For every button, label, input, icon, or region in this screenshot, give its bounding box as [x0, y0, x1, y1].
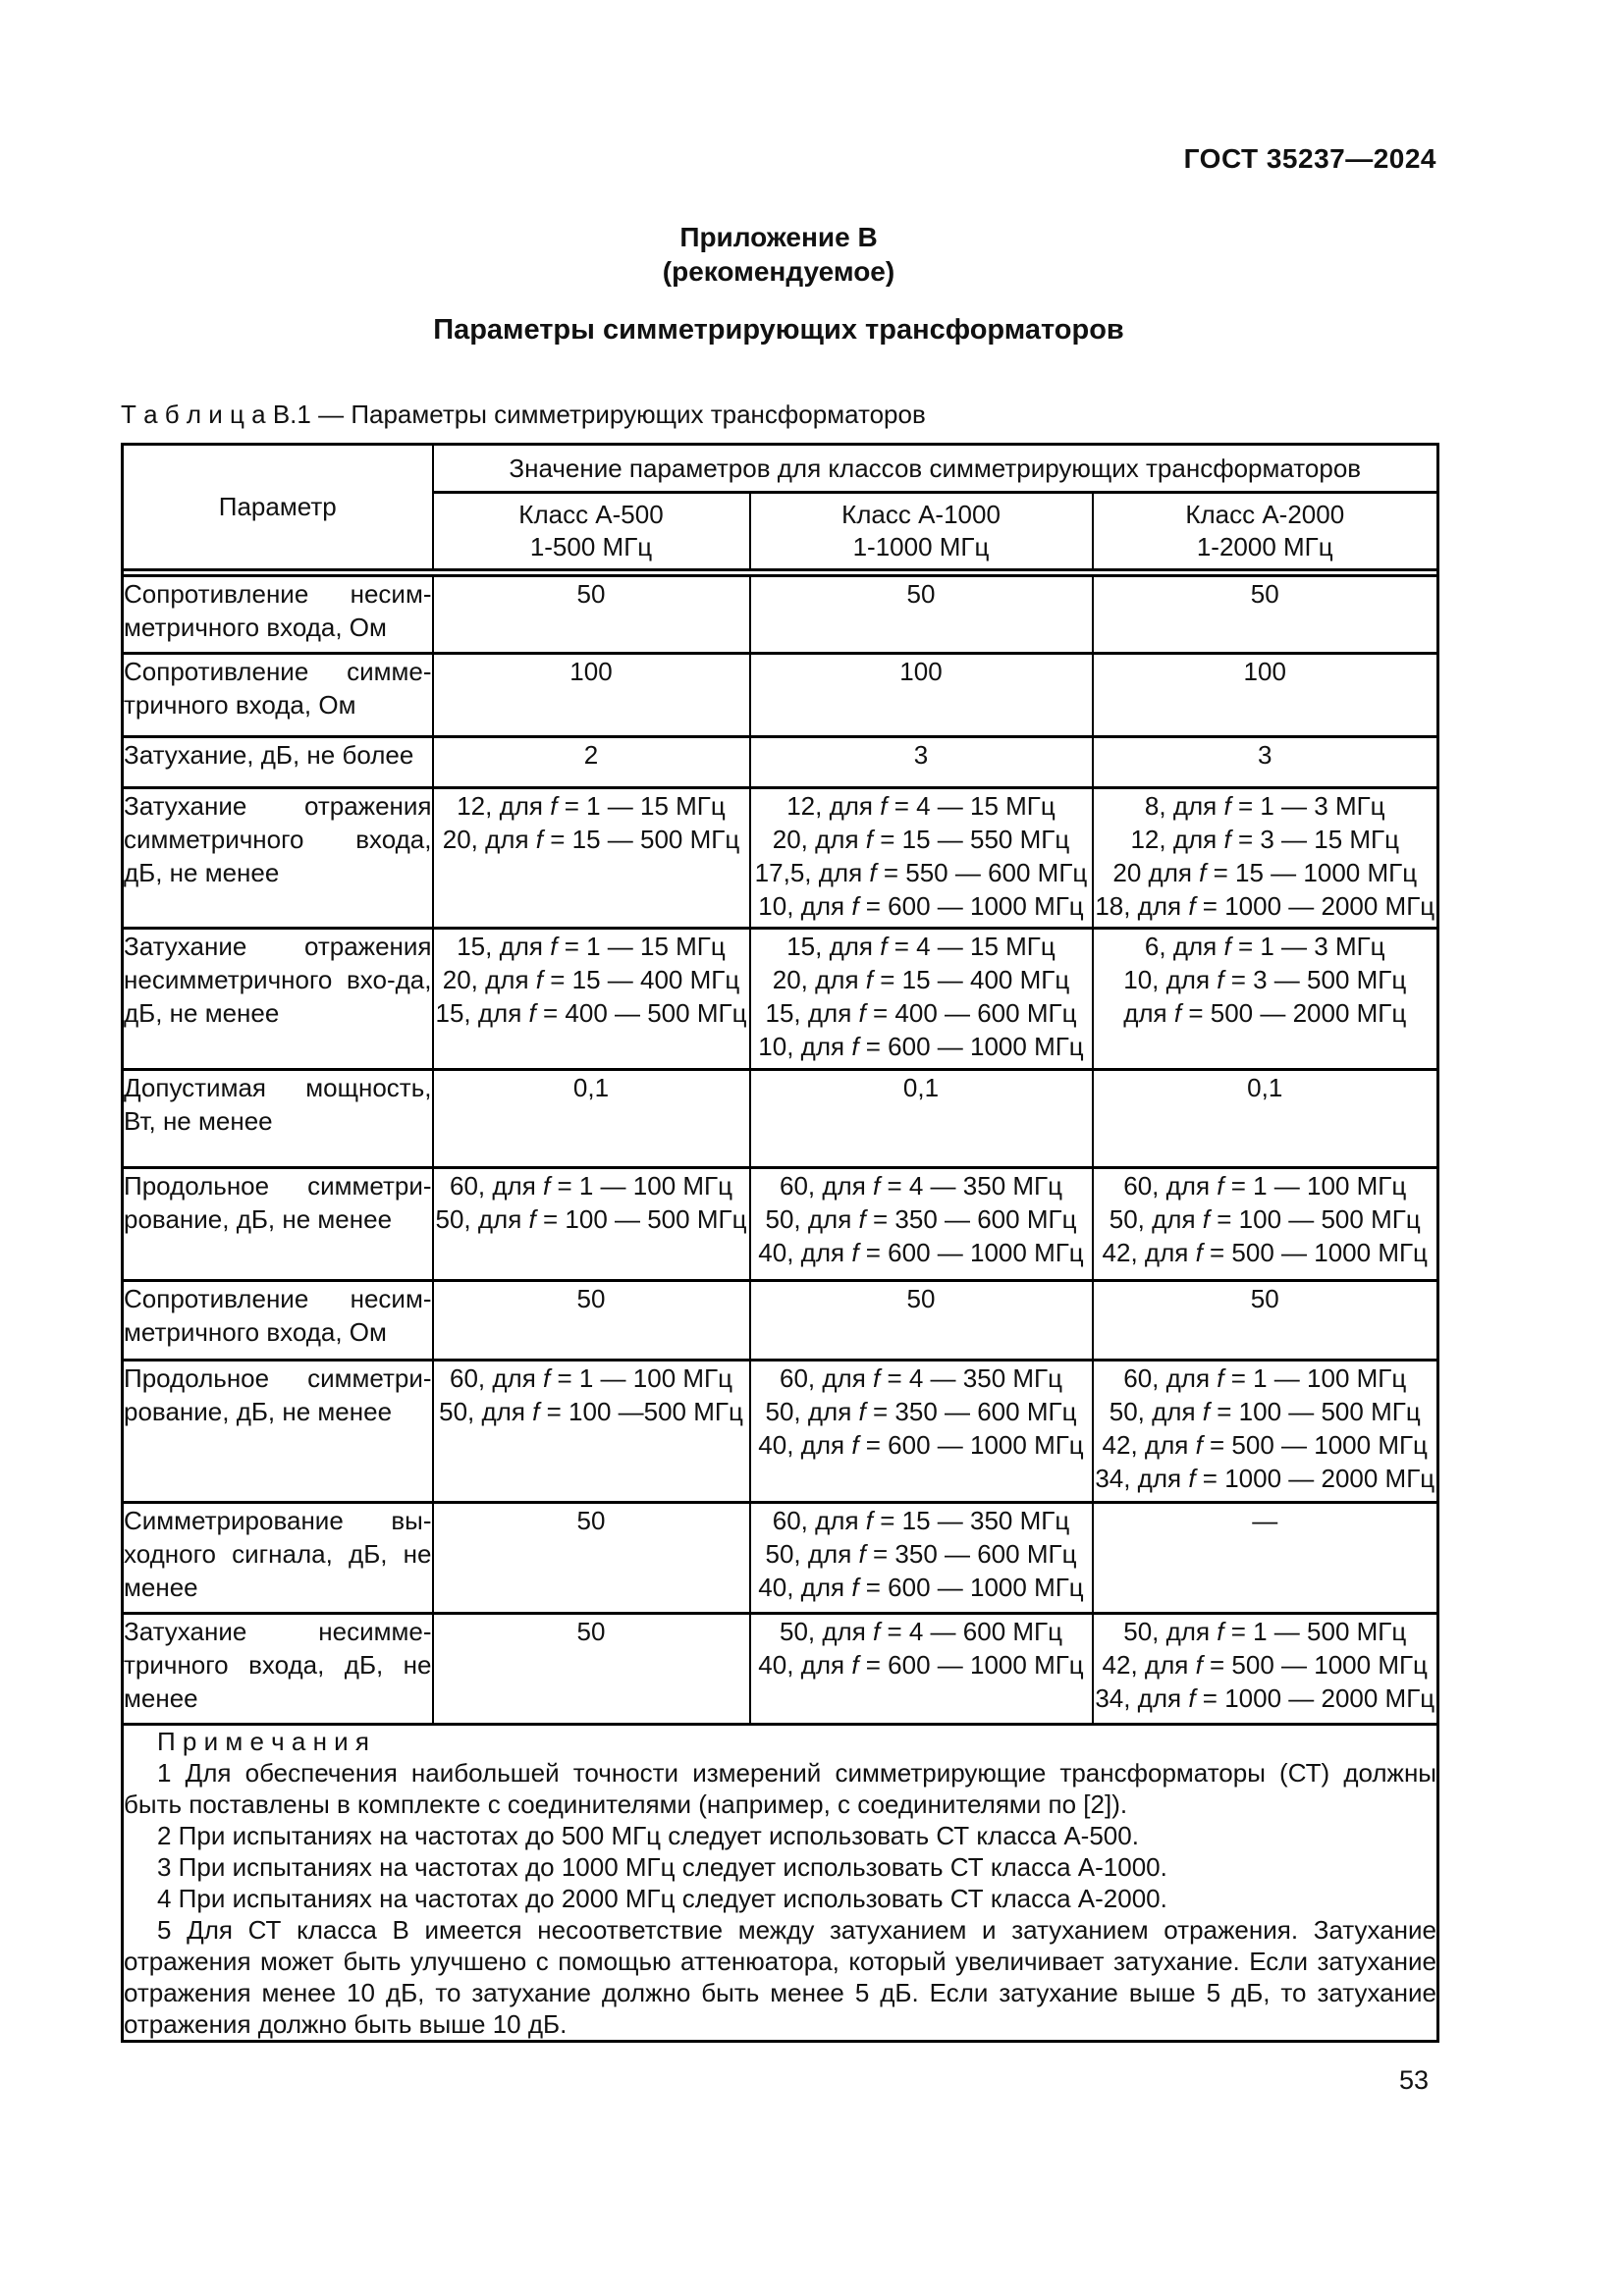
table-notes: П р и м е ч а н и я 1 Для обеспечения на… [121, 1723, 1439, 2043]
value-cell-a500: 50 [431, 1501, 751, 1615]
value-cell-a2000: 60, для f = 1 — 100 МГц 50, для f = 100 —… [1091, 1359, 1439, 1504]
value-cell-a2000: 50 [1091, 1279, 1439, 1362]
page-number: 53 [1398, 2065, 1429, 2095]
value-cell-a2000: 100 [1091, 652, 1439, 738]
note-item: 1 Для обеспечения наибольшей точности из… [124, 1758, 1436, 1819]
doc-number: ГОСТ 35237—2024 [1183, 143, 1436, 174]
value-cell-a2000: 6, для f = 1 — 3 МГц 10, для f = 3 — 500 … [1091, 927, 1439, 1071]
annex-heading: Приложение В (рекомендуемое) [121, 220, 1436, 289]
table-row: Сопротивление несим-метричного входа, Ом… [121, 574, 1439, 655]
value-cell-a1000: 3 [748, 735, 1094, 789]
value-cell-a500: 50 [431, 574, 751, 655]
param-cell: Сопротивление несим-метричного входа, Ом [121, 1279, 434, 1362]
param-cell: Продольное симметри-рование, дБ, не мене… [121, 1166, 434, 1282]
table-row: Затухание отражения несимметричного вхо-… [121, 927, 1439, 1071]
note-item: 3 При испытаниях на частотах до 1000 МГц… [157, 1852, 1167, 1882]
param-cell: Сопротивление несим-метричного входа, Ом [121, 574, 434, 655]
header-cell-class-a1000: Класс А-1000 1-1000 МГц [748, 491, 1094, 571]
value-cell-a1000: 60, для f = 4 — 350 МГц 50, для f = 350 —… [748, 1166, 1094, 1282]
table-row: Сопротивление несим-метричного входа, Ом… [121, 1279, 1439, 1362]
value-cell-a1000: 100 [748, 652, 1094, 738]
param-cell: Сопротивление симме-тричного входа, Ом [121, 652, 434, 738]
value-cell-a1000: 50 [748, 1279, 1094, 1362]
value-cell-a500: 0,1 [431, 1068, 751, 1169]
param-cell: Продольное симметри-рование, дБ, не мене… [121, 1359, 434, 1504]
value-cell-a500: 12, для f = 1 — 15 МГц 20, для f = 15 — 5… [431, 786, 751, 930]
table-row: Затухание отражения симметричного входа,… [121, 786, 1439, 930]
param-cell: Затухание, дБ, не более [121, 735, 434, 789]
value-cell-a500: 2 [431, 735, 751, 789]
value-cell-a1000: 12, для f = 4 — 15 МГц 20, для f = 15 — 5… [748, 786, 1094, 930]
table-header-row-classes: Класс А-500 1-500 МГц Класс А-1000 1-100… [123, 491, 1439, 571]
value-cell-a1000: 60, для f = 15 — 350 МГц 50, для f = 350 … [748, 1501, 1094, 1615]
value-cell-a2000: 50 [1091, 574, 1439, 655]
header-separator [122, 568, 1438, 577]
value-cell-a1000: 50 [748, 574, 1094, 655]
table-row: Симметрирование вы-ходного сигнала, дБ, … [121, 1501, 1439, 1615]
value-cell-a500: 60, для f = 1 — 100 МГц 50, для f = 100 —… [431, 1359, 751, 1504]
value-cell-a2000: — [1091, 1501, 1439, 1615]
param-cell: Затухание отражения симметричного входа,… [121, 786, 434, 930]
header-cell-param: Параметр [121, 443, 434, 571]
header-cell-class-a500: Класс А-500 1-500 МГц [431, 491, 751, 571]
value-cell-a2000: 0,1 [1091, 1068, 1439, 1169]
table-row: Продольное симметри-рование, дБ, не мене… [121, 1166, 1439, 1282]
param-cell: Допустимая мощность, Вт, не менее [121, 1068, 434, 1169]
table-row: Допустимая мощность, Вт, не менее 0,1 0,… [121, 1068, 1439, 1169]
value-cell-a1000: 50, для f = 4 — 600 МГц 40, для f = 600 —… [748, 1612, 1094, 1726]
value-cell-a2000: 3 [1091, 735, 1439, 789]
value-cell-a2000: 60, для f = 1 — 100 МГц 50, для f = 100 —… [1091, 1166, 1439, 1282]
annex-label: Приложение В [679, 222, 878, 252]
parameters-table: Параметр Значение параметров для классов… [121, 443, 1439, 2043]
value-cell-a1000: 0,1 [748, 1068, 1094, 1169]
header-cell-class-a2000: Класс А-2000 1-2000 МГц [1091, 491, 1439, 571]
value-cell-a1000: 15, для f = 4 — 15 МГц 20, для f = 15 — 4… [748, 927, 1094, 1071]
table-caption: Т а б л и ц а В.1 — Параметры симметриру… [121, 400, 926, 429]
value-cell-a500: 50 [431, 1279, 751, 1362]
note-item: 4 При испытаниях на частотах до 2000 МГц… [157, 1884, 1167, 1913]
annex-type: (рекомендуемое) [662, 256, 895, 287]
table-row: Затухание несимме-тричного входа, дБ, не… [121, 1612, 1439, 1726]
header-cell-group: Значение параметров для классов симметри… [431, 443, 1439, 494]
note-item: 2 При испытаниях на частотах до 500 МГц … [157, 1821, 1139, 1850]
value-cell-a1000: 60, для f = 4 — 350 МГц 50, для f = 350 —… [748, 1359, 1094, 1504]
value-cell-a500: 50 [431, 1612, 751, 1726]
table-row: Продольное симметри-рование, дБ, не мене… [121, 1359, 1439, 1504]
value-cell-a500: 15, для f = 1 — 15 МГц 20, для f = 15 — 4… [431, 927, 751, 1071]
value-cell-a500: 100 [431, 652, 751, 738]
value-cell-a2000: 8, для f = 1 — 3 МГц 12, для f = 3 — 15 М… [1091, 786, 1439, 930]
value-cell-a500: 60, для f = 1 — 100 МГц 50, для f = 100 —… [431, 1166, 751, 1282]
param-cell: Затухание отражения несимметричного вхо-… [121, 927, 434, 1071]
param-cell: Симметрирование вы-ходного сигнала, дБ, … [121, 1501, 434, 1615]
value-cell-a2000: 50, для f = 1 — 500 МГц 42, для f = 500 —… [1091, 1612, 1439, 1726]
table-header-row-group: Параметр Значение параметров для классов… [121, 443, 1439, 571]
notes-heading: П р и м е ч а н и я [157, 1727, 369, 1756]
param-cell: Затухание несимме-тричного входа, дБ, не… [121, 1612, 434, 1726]
notes-row: П р и м е ч а н и я 1 Для обеспечения на… [121, 1723, 1439, 2043]
table-row: Сопротивление симме-тричного входа, Ом 1… [121, 652, 1439, 738]
table-row: Затухание, дБ, не более 2 3 3 [121, 735, 1439, 789]
page-title: Параметры симметрирующих трансформаторов [433, 314, 1124, 346]
note-item: 5 Для СТ класса В имеется несоответствие… [124, 1915, 1436, 2039]
